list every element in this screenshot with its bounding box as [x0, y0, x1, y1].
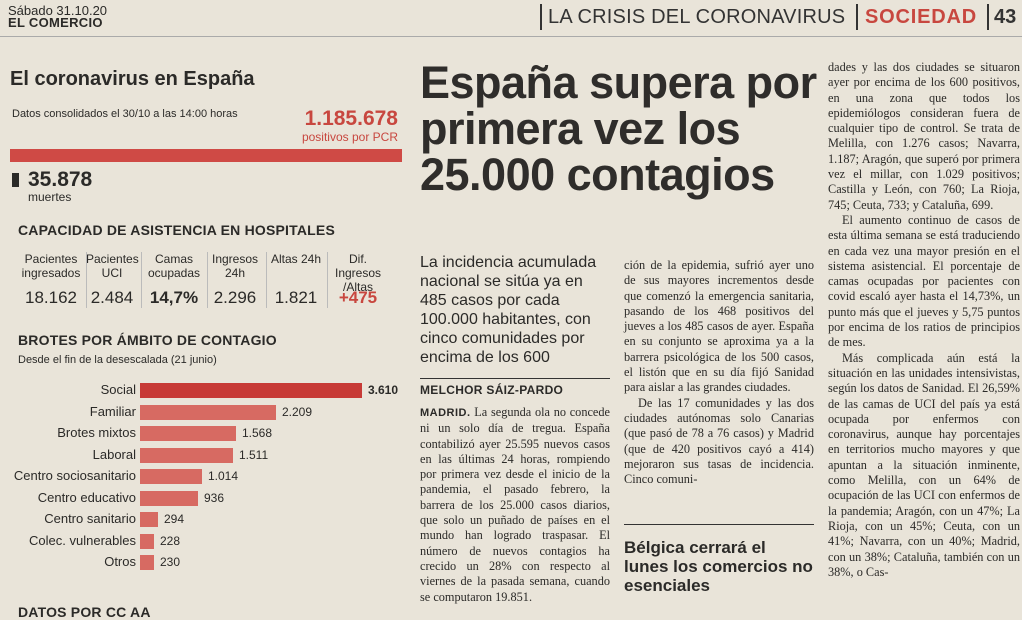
deaths-marker	[12, 173, 19, 187]
bar-category-label: Centro sociosanitario	[13, 468, 136, 483]
page-number: 43	[994, 6, 1017, 28]
hospital-column: Dif. Ingresos /Altas +475	[327, 252, 389, 308]
bar	[140, 447, 233, 463]
bar-category-label: Centro sanitario	[44, 511, 136, 526]
hospital-column-header: Altas 24h	[270, 252, 322, 266]
byline-rule	[420, 378, 610, 379]
bar	[140, 533, 154, 549]
hospital-column: Pacientes UCI 2.484	[86, 252, 139, 308]
masthead-divider	[987, 4, 989, 30]
article-lede: La incidencia acumulada nacional se sitú…	[420, 254, 597, 366]
bar-value-label: 294	[164, 512, 185, 526]
hospital-capacity-title: CAPACIDAD DE ASISTENCIA EN HOSPITALES	[18, 222, 335, 238]
topic-heading: LA CRISIS DEL CORONAVIRUS	[548, 6, 846, 28]
sub-story-headline: Bélgica cerrará el lunes los comercios n…	[624, 538, 813, 595]
sub-story-rule	[624, 524, 814, 525]
hospital-column: Pacientes ingresados 18.162	[18, 252, 84, 308]
outbreaks-subtitle: Desde el fin de la desescalada (21 junio…	[18, 354, 217, 366]
column-divider	[141, 252, 142, 308]
paragraph: dades y las dos ciudades se situaron aye…	[828, 60, 1020, 212]
hospital-column-header: Dif. Ingresos /Altas	[334, 252, 382, 294]
hospital-column: Ingresos 24h 2.296	[208, 252, 262, 308]
article-byline: MELCHOR SÁIZ-PARDO	[420, 383, 564, 397]
hospital-column-header: Ingresos 24h	[211, 252, 259, 280]
bar	[140, 512, 158, 527]
outbreaks-title: BROTES POR ÁMBITO DE CONTAGIO	[18, 332, 277, 348]
bar	[140, 555, 154, 570]
article-column-1: MADRID. La segunda ola no concede ni un …	[420, 405, 610, 605]
bar-value-label: 2.209	[282, 404, 313, 419]
bar-category-label: Social	[100, 382, 136, 397]
bar-category-label: Centro educativo	[37, 489, 136, 505]
bar-value-label: 1.014	[208, 469, 239, 483]
regional-data-title: DATOS POR CC AA	[18, 604, 151, 620]
hospital-column-header: Pacientes ingresados	[21, 252, 81, 280]
bar-category-label: Brotes mixtos	[57, 425, 136, 440]
bar-category-label: Laboral	[92, 446, 136, 462]
hospital-column: Altas 24h 1.821	[268, 252, 324, 308]
bar	[140, 404, 276, 420]
total-positives-label: positivos por PCR	[301, 130, 398, 144]
bar	[140, 426, 236, 441]
column-1-text: La segunda ola no concede ni un solo día…	[420, 405, 610, 604]
bar-category-label: Colec. vulnerables	[29, 532, 136, 548]
bar	[140, 469, 202, 484]
deaths-value: 35.878	[28, 168, 93, 191]
bar-value-label: 1.511	[239, 447, 269, 462]
infographic-subtitle: Datos consolidados el 30/10 a las 14:00 …	[12, 108, 238, 120]
hospital-column: Camas ocupadas 14,7%	[143, 252, 205, 308]
column-divider	[266, 252, 267, 308]
deaths-label: muertes	[28, 190, 72, 204]
bar-value-label: 230	[160, 555, 181, 569]
article-headline: España supera por primera vez los 25.000…	[420, 57, 817, 200]
column-divider	[327, 252, 328, 308]
hospital-column-value: 1.821	[274, 288, 318, 307]
bar	[140, 383, 362, 398]
infographic-title: El coronavirus en España	[10, 68, 255, 90]
hospital-column-value: 14,7%	[149, 288, 199, 307]
total-positives-value: 1.185.678	[304, 107, 398, 130]
bar-value-label: 936	[204, 490, 225, 505]
bar-category-label: Otros	[104, 554, 136, 569]
column-divider	[207, 252, 208, 308]
newspaper-name: EL COMERCIO	[8, 15, 103, 30]
bar-value-label: 3.610	[368, 383, 399, 397]
issue-date: Sábado 31.10.20	[8, 3, 108, 18]
article-column-2: ción de la epidemia, sufrió ayer uno de …	[624, 258, 814, 487]
paragraph: Más complicada aún está la situación en …	[828, 350, 1020, 579]
hospital-column-value: 18.162	[25, 288, 77, 307]
paragraph: De las 17 comunidades y las dos ciudades…	[624, 395, 814, 487]
article-column-3: dades y las dos ciudades se situaron aye…	[828, 60, 1020, 580]
hospital-column-value: 2.484	[90, 288, 134, 307]
bar-category-label: Familiar	[89, 403, 136, 419]
paragraph: ción de la epidemia, sufrió ayer uno de …	[624, 258, 814, 395]
masthead-rule	[0, 36, 1022, 37]
paragraph: El aumento continuo de casos de esta últ…	[828, 212, 1020, 350]
hospital-column-value: 2.296	[213, 288, 257, 307]
bar-value-label: 228	[160, 533, 181, 548]
dateline: MADRID.	[420, 407, 471, 419]
masthead-divider	[540, 4, 542, 30]
hospital-column-header: Camas ocupadas	[147, 252, 201, 280]
bar	[140, 490, 198, 506]
hospital-column-header: Pacientes UCI	[86, 252, 139, 280]
masthead-divider	[856, 4, 858, 30]
bar-value-label: 1.568	[242, 426, 273, 440]
total-positives-bar	[10, 149, 402, 162]
section-name: SOCIEDAD	[865, 6, 977, 28]
hospital-column-value: +475	[338, 288, 378, 307]
column-divider	[86, 252, 87, 308]
